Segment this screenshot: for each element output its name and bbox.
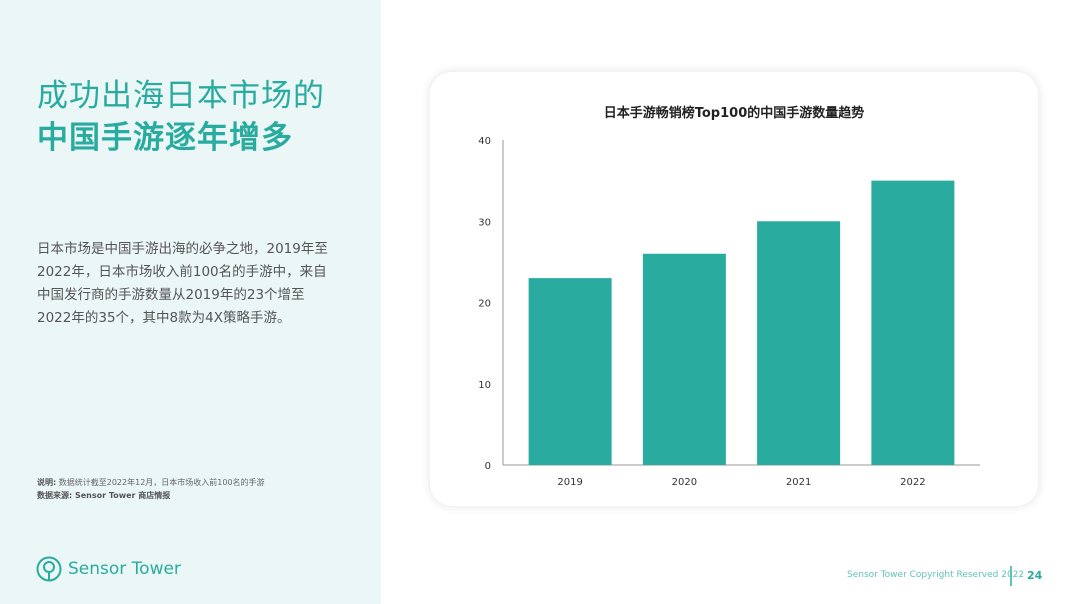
logo: Sensor Tower (36, 556, 181, 582)
notes: 说明: 数据统计截至2022年12月，日本市场收入前100名的手游 数据来源: … (37, 476, 265, 502)
sensor-tower-logo-icon (36, 556, 62, 582)
chart-title: 日本手游畅销榜Top100的中国手游数量趋势 (603, 106, 865, 121)
y-tick-label: 40 (478, 136, 491, 147)
x-tick-label: 2022 (900, 477, 925, 488)
bar-2020 (642, 253, 726, 465)
description: 日本市场是中国手游出海的必争之地，2019年至2022年，日本市场收入前100名… (37, 241, 328, 326)
note-text: 数据统计截至2022年12月，日本市场收入前100名的手游 (58, 478, 265, 487)
y-tick-label: 30 (478, 217, 491, 228)
bar-2021 (757, 221, 841, 465)
y-tick-label: 10 (478, 380, 491, 391)
x-tick-label: 2021 (786, 477, 811, 488)
chart-card: 日本手游畅销榜Top100的中国手游数量趋势 0 10 20 30 40 2019 2020… (430, 72, 1038, 506)
note-label: 说明: (37, 478, 57, 487)
y-tick-label: 0 (485, 461, 491, 472)
copyright: Sensor Tower Copyright Reserved 2022 (847, 570, 1025, 580)
title-line1: 成功出海日本市场的 (37, 78, 325, 114)
y-tick-label: 20 (478, 299, 491, 310)
x-tick-label: 2020 (672, 477, 697, 488)
x-tick-label: 2019 (557, 477, 582, 488)
logo-text: Sensor Tower (68, 559, 181, 579)
footer-divider (1010, 566, 1012, 586)
bar-chart: 0 10 20 30 40 2019 2020 2021 2022 (478, 136, 980, 488)
bar-2019 (528, 278, 612, 465)
bar-2022 (871, 180, 955, 465)
source: 数据来源: Sensor Tower 商店情报 (37, 491, 171, 500)
page-number: 24 (1027, 569, 1043, 582)
left-panel: 成功出海日本市场的 中国手游逐年增多 日本市场是中国手游出海的必争之地，2019… (0, 0, 381, 604)
title-line2: 中国手游逐年增多 (37, 120, 293, 156)
